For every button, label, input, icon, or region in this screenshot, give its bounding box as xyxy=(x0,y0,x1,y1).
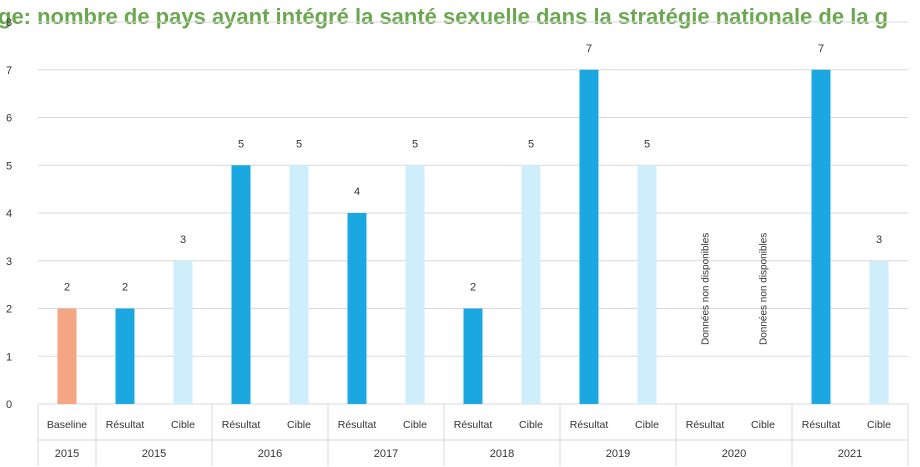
x-group-label: 2021 xyxy=(838,448,862,460)
y-tick-label: 3 xyxy=(6,256,12,268)
y-tick-label: 5 xyxy=(6,160,12,172)
x-group-label: 2020 xyxy=(722,448,746,460)
data-label: 3 xyxy=(876,234,882,246)
x-category-label: Résultat xyxy=(802,419,841,431)
bar xyxy=(521,165,541,404)
x-group-label: 2018 xyxy=(490,448,514,460)
x-category-label: Résultat xyxy=(338,419,377,431)
x-category-label: Cible xyxy=(519,419,543,431)
bar xyxy=(869,260,889,404)
bar xyxy=(579,69,599,404)
y-tick-label: 0 xyxy=(6,399,12,411)
data-label: 7 xyxy=(818,43,824,55)
bar xyxy=(289,165,309,404)
x-axis: Baseline Résultat Cible Résultat Cible Résult… xyxy=(37,404,909,466)
data-label: 5 xyxy=(644,138,650,150)
bar xyxy=(115,308,135,404)
x-category-label: Cible xyxy=(171,419,195,431)
x-group-label: 2015 xyxy=(142,448,166,460)
x-category-label: Cible xyxy=(287,419,311,431)
x-group-label: 2019 xyxy=(606,448,630,460)
x-group-label: 2016 xyxy=(258,448,282,460)
bar xyxy=(811,69,831,404)
x-category-label: Cible xyxy=(403,419,427,431)
data-label: 5 xyxy=(238,138,244,150)
data-label: 2 xyxy=(122,282,128,294)
y-tick-label: 2 xyxy=(6,304,12,316)
x-group-label: 2015 xyxy=(55,448,79,460)
data-label: 5 xyxy=(412,138,418,150)
x-category-label: Cible xyxy=(867,419,891,431)
x-category-label: Résultat xyxy=(686,419,725,431)
bar xyxy=(463,308,483,404)
bars xyxy=(57,69,889,404)
data-label: 2 xyxy=(470,282,476,294)
data-label: 4 xyxy=(354,186,360,198)
y-tick-label: 7 xyxy=(6,65,12,77)
bar xyxy=(231,165,251,404)
y-tick-label: 8 xyxy=(6,17,12,29)
no-data-label: Données non disponibles xyxy=(759,233,770,345)
data-label: 2 xyxy=(64,282,70,294)
data-label: 7 xyxy=(586,43,592,55)
x-category-label: Résultat xyxy=(222,419,261,431)
bar xyxy=(347,213,367,404)
y-tick-label: 1 xyxy=(6,351,12,363)
x-category-label: Résultat xyxy=(106,419,145,431)
data-labels: 2 2 3 5 5 4 5 2 5 7 5 Données non disponibles Donnée… xyxy=(64,43,882,345)
y-tick-label: 4 xyxy=(6,208,12,220)
chart-title: ge: nombre de pays ayant intégré la sant… xyxy=(0,4,888,29)
bar xyxy=(57,308,77,404)
data-label: 5 xyxy=(296,138,302,150)
y-tick-label: 6 xyxy=(6,113,12,125)
bar xyxy=(637,165,657,404)
data-label: 5 xyxy=(528,138,534,150)
bar xyxy=(405,165,425,404)
x-category-label: Cible xyxy=(751,419,775,431)
bar xyxy=(173,260,193,404)
x-group-label: 2017 xyxy=(374,448,398,460)
x-category-label: Résultat xyxy=(454,419,493,431)
y-axis: 0 1 2 3 4 5 6 7 8 xyxy=(6,17,12,411)
x-category-label: Cible xyxy=(635,419,659,431)
x-category-label: Baseline xyxy=(47,419,87,431)
data-label: 3 xyxy=(180,234,186,246)
no-data-label: Données non disponibles xyxy=(701,233,712,345)
x-category-label: Résultat xyxy=(570,419,609,431)
